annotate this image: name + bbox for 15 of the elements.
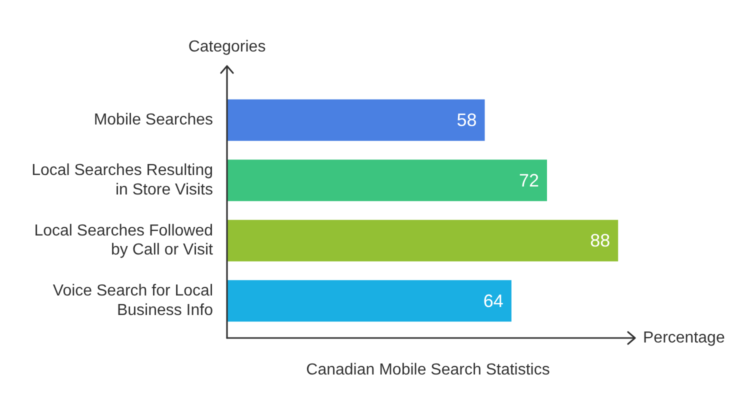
bar [227, 160, 547, 202]
bar [227, 99, 485, 141]
data-label: 64 [483, 290, 504, 311]
bar [227, 220, 618, 262]
data-label: 72 [518, 170, 539, 190]
data-label: 88 [590, 230, 610, 251]
y-axis-title: Categories [188, 38, 266, 56]
y-tick-label: Local Searches Resulting in Store Visits [32, 162, 213, 198]
data-label: 58 [456, 110, 477, 130]
y-tick-label: Voice Search for Local Business Info [52, 282, 214, 319]
text: Canadian Mobile Search Statistics [306, 361, 550, 378]
bar [227, 280, 512, 322]
x-axis-title: Percentage [643, 329, 725, 346]
y-tick-label: Local Searches Followed by Call or Visit [34, 222, 214, 259]
y-tick-label: Mobile Searches [94, 112, 213, 129]
